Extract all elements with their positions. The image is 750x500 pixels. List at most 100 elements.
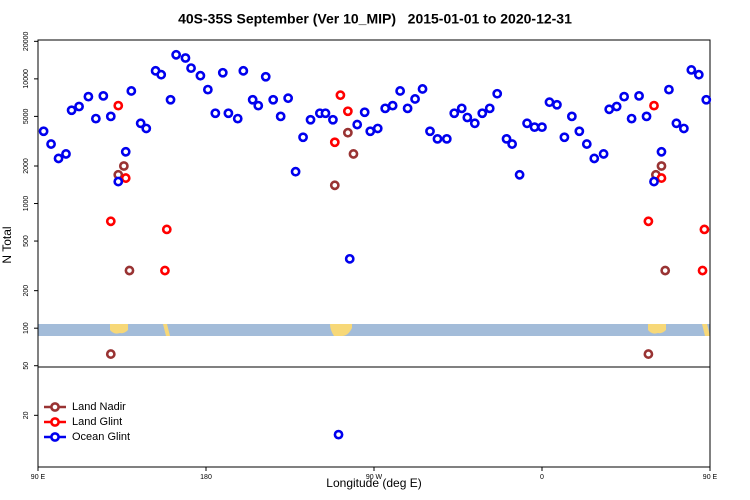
point: [98, 91, 109, 101]
point: [120, 146, 131, 157]
map-strip: [38, 324, 710, 336]
point: [507, 139, 518, 149]
point: [678, 123, 689, 134]
point: [160, 265, 170, 276]
point: [626, 113, 637, 124]
point: [53, 153, 64, 164]
point: [305, 114, 316, 125]
point: [223, 108, 234, 119]
point: [372, 123, 383, 134]
point: [699, 224, 710, 235]
point: [165, 94, 176, 105]
x-tick-label: 180: [200, 474, 212, 481]
point: [484, 103, 495, 114]
point: [120, 173, 131, 183]
point: [61, 149, 71, 159]
point: [359, 107, 370, 118]
point: [395, 86, 406, 96]
point: [202, 84, 213, 95]
point: [380, 103, 391, 114]
point: [105, 216, 116, 227]
plot-frame: [37, 39, 711, 468]
point: [105, 349, 116, 359]
point: [441, 133, 452, 144]
y-tick-label: 20000: [23, 31, 30, 51]
point: [469, 118, 480, 129]
point: [365, 126, 376, 137]
point: [283, 93, 294, 104]
point: [210, 108, 221, 119]
point: [90, 113, 101, 124]
point: [260, 71, 271, 82]
point: [156, 69, 167, 80]
point: [186, 63, 196, 73]
y-tick-label: 20: [23, 411, 30, 419]
point: [253, 100, 264, 111]
y-tick-label: 500: [23, 235, 30, 247]
point: [344, 253, 355, 264]
point: [643, 216, 654, 227]
point: [671, 118, 682, 129]
point: [611, 101, 622, 112]
x-axis-label: Longitude (deg E): [326, 476, 421, 490]
legend-label: Land Nadir: [72, 401, 126, 413]
y-tick-label: 2000: [23, 158, 30, 174]
point: [105, 111, 116, 122]
y-tick-label: 200: [23, 285, 30, 297]
y-tick-label: 10000: [23, 69, 30, 89]
point: [589, 153, 600, 164]
point: [701, 94, 712, 105]
point: [333, 429, 344, 440]
point: [581, 139, 592, 149]
point: [247, 94, 258, 105]
point: [697, 265, 708, 276]
point: [462, 112, 473, 123]
point: [352, 119, 363, 130]
point: [529, 122, 540, 133]
point: [537, 122, 547, 133]
point: [477, 108, 488, 119]
point: [124, 265, 135, 276]
y-axis-label: N Total: [0, 226, 14, 263]
point: [492, 88, 503, 99]
point: [432, 133, 443, 144]
legend-marker: [50, 432, 60, 442]
x-tick-label: 90 W: [366, 474, 383, 481]
y-tick-label: 5000: [23, 109, 30, 125]
point: [217, 67, 228, 78]
legend-label: Land Glint: [72, 416, 122, 428]
point: [83, 91, 94, 102]
point: [113, 100, 124, 111]
point: [335, 90, 346, 101]
point: [656, 161, 667, 171]
point: [113, 176, 124, 187]
point: [161, 224, 172, 235]
point: [118, 161, 129, 171]
point: [66, 105, 77, 116]
point: [290, 166, 301, 177]
point: [268, 94, 279, 105]
point: [656, 146, 667, 157]
point: [664, 84, 674, 95]
point: [238, 65, 249, 76]
point: [126, 86, 137, 96]
point: [660, 265, 671, 276]
point: [598, 149, 609, 159]
point: [329, 180, 340, 191]
x-tick-label: 90 E: [31, 474, 46, 481]
point: [74, 101, 84, 112]
point: [180, 53, 191, 63]
point: [656, 173, 667, 183]
point: [501, 133, 512, 144]
point: [686, 65, 697, 75]
x-tick-label: 90 E: [703, 474, 718, 481]
point: [522, 118, 532, 129]
point: [449, 108, 460, 119]
legend-label: Ocean Glint: [72, 431, 130, 443]
point: [329, 137, 340, 148]
point: [387, 100, 398, 111]
point: [604, 104, 615, 115]
point: [559, 132, 570, 143]
x-tick-label: 0: [540, 474, 544, 481]
